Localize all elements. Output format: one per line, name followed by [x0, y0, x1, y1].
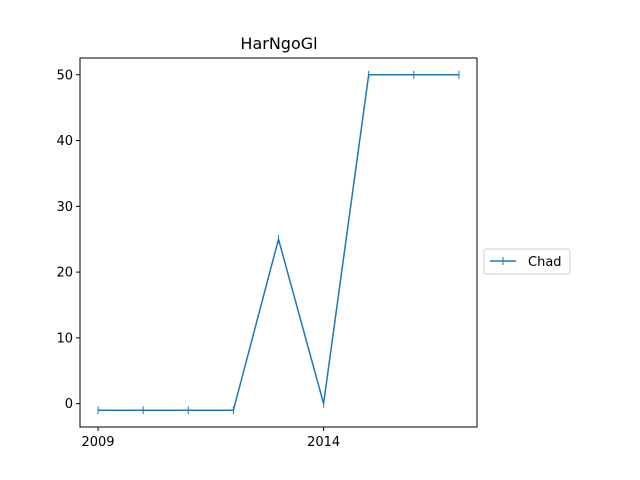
y-tick-label: 50: [56, 68, 73, 83]
x-tick-label: 2014: [307, 435, 340, 450]
y-tick-label: 10: [56, 331, 73, 346]
y-tick-label: 20: [56, 266, 73, 281]
legend-label-chad: Chad: [528, 255, 562, 270]
legend-box: [483, 248, 571, 275]
legend: Chad: [483, 248, 571, 275]
axes-frame: [79, 57, 478, 428]
chart-title: HarNgoGl: [240, 34, 317, 53]
y-tick-label: 0: [65, 397, 73, 412]
y-tick-label: 40: [56, 134, 73, 149]
x-tick-label: 2009: [81, 435, 114, 450]
y-tick-label: 30: [56, 200, 73, 215]
plot-area: 0 10 20 30 40 50 2009 2014: [56, 68, 460, 450]
